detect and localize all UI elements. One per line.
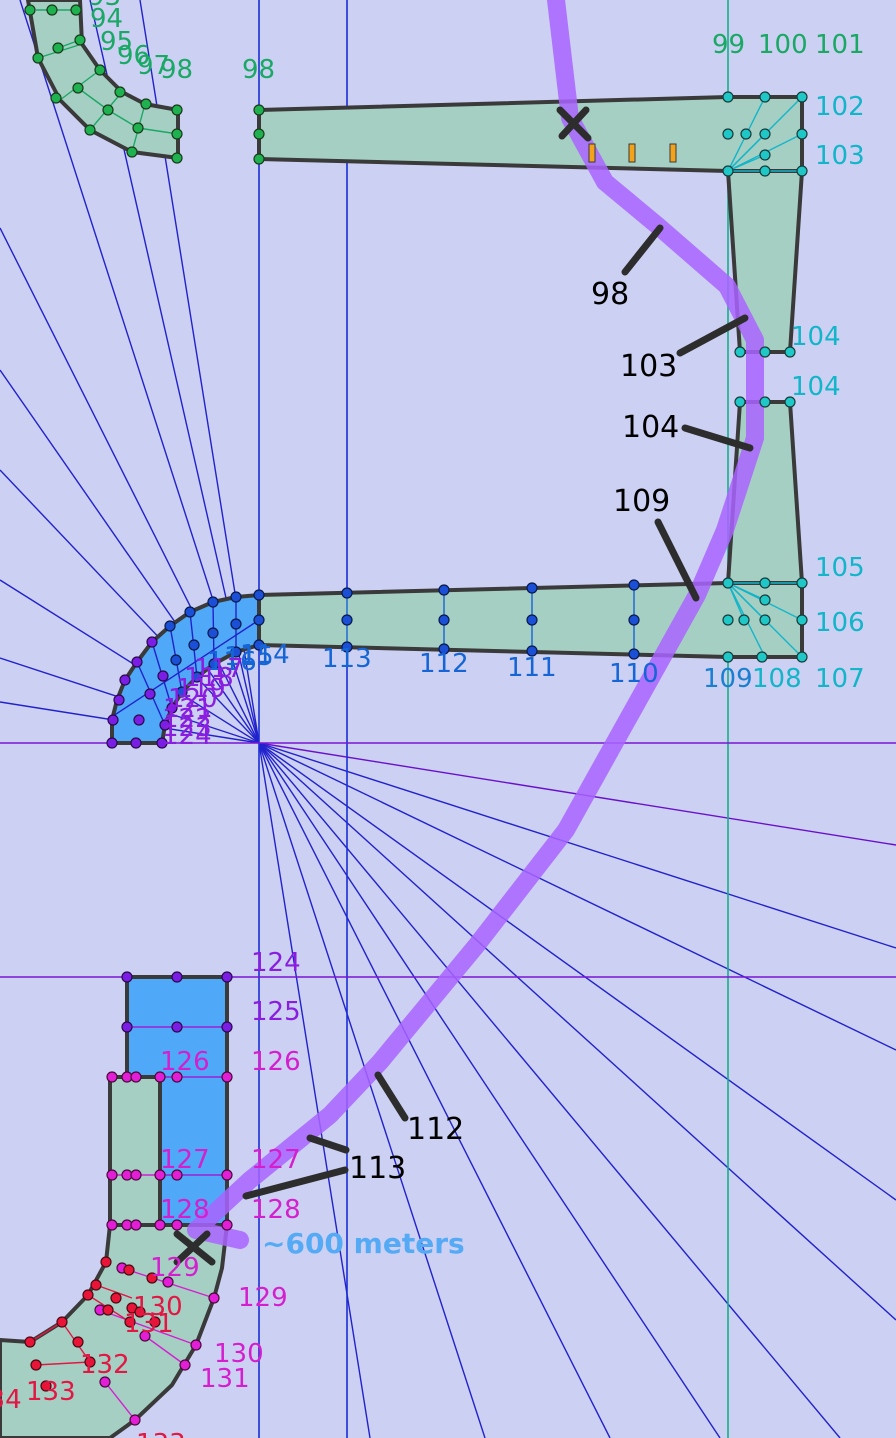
- nodes-purple: [106, 636, 233, 1033]
- node-label: 98: [160, 55, 193, 85]
- route-labels: 98 103 104 109 112 113: [349, 277, 679, 1186]
- node-label: 96: [117, 41, 150, 71]
- node-label: 102: [815, 92, 865, 122]
- distance-label: ~600 meters: [262, 1227, 465, 1260]
- node-label: 115: [224, 642, 274, 672]
- node-label: 120: [168, 684, 218, 714]
- node-label: 129: [238, 1283, 288, 1313]
- node-label: 133: [136, 1429, 186, 1438]
- nodes-blue: [164, 579, 640, 698]
- node-label: 118: [184, 663, 234, 693]
- node-label: 104: [791, 322, 841, 352]
- node-label: 116: [207, 647, 257, 677]
- route-label: 112: [407, 1112, 464, 1147]
- blue-labels: 113 112 111 110 114 115 116: [207, 640, 659, 689]
- magenta-labels: 126 126 127 127 128 128 129 129 130 131: [150, 1047, 301, 1394]
- node-label: 108: [752, 664, 802, 694]
- route-markers: [173, 106, 754, 1266]
- node-label: 110: [609, 659, 659, 689]
- top-road-segment: [257, 95, 804, 173]
- node-label: 97: [137, 51, 170, 81]
- node-label: 105: [815, 553, 865, 583]
- node-label: 122: [162, 704, 212, 734]
- node-label: 123: [162, 713, 212, 743]
- teal-labels: 102 103 104 104 105 106 107 108 109: [703, 92, 865, 694]
- node-label: 112: [419, 649, 469, 679]
- green-labels: 93 94 95 96 97 98 98 99 100 101: [88, 0, 865, 85]
- route-label: 98: [591, 277, 629, 312]
- node-label: 130: [214, 1339, 264, 1369]
- node-label: 104: [791, 372, 841, 402]
- node-label: 121: [163, 694, 213, 724]
- node-label: 133: [26, 1377, 76, 1407]
- route-path: [187, 0, 764, 1249]
- node-label: 103: [815, 141, 865, 171]
- nodes-red: [24, 1256, 161, 1392]
- node-label: 128: [160, 1195, 210, 1225]
- node-label: 132: [80, 1350, 130, 1380]
- node-label: 130: [133, 1292, 183, 1322]
- node-label: 127: [160, 1145, 210, 1175]
- node-label: 113: [322, 644, 372, 674]
- purple-labels: 117 118 119 120 121 122 123 124 124 125: [162, 654, 301, 1027]
- node-label: 124: [162, 721, 212, 751]
- node-label: 117: [194, 654, 244, 684]
- node-label: 134: [0, 1385, 22, 1415]
- node-label: 109: [703, 664, 753, 694]
- nodes-green: [24, 4, 265, 165]
- route-label: 109: [613, 484, 670, 519]
- node-label: 94: [90, 4, 123, 34]
- node-label: 114: [240, 640, 290, 670]
- route-label: 113: [349, 1151, 406, 1186]
- lower-road-teal: [108, 1075, 162, 1227]
- node-label: 111: [507, 653, 557, 683]
- node-label: 101: [815, 30, 865, 60]
- node-label: 93: [88, 0, 121, 12]
- node-label: 131: [200, 1364, 250, 1394]
- node-label: 124: [251, 948, 301, 978]
- node-label: 119: [176, 674, 226, 704]
- node-label: 98: [242, 55, 275, 85]
- route-label: 103: [620, 349, 677, 384]
- node-label: 95: [100, 27, 133, 57]
- node-label: 106: [815, 608, 865, 638]
- node-label: 128: [251, 1195, 301, 1225]
- nodes-teal: [722, 91, 808, 663]
- node-label: 107: [815, 664, 865, 694]
- route-label: 104: [622, 410, 679, 445]
- orange-markers: [588, 143, 677, 163]
- red-labels: 130 131 132 133 134 133: [0, 1292, 186, 1438]
- node-label: 100: [758, 30, 808, 60]
- node-label: 126: [160, 1047, 210, 1077]
- node-label: 127: [251, 1145, 301, 1175]
- nodes-magenta: [94, 1071, 233, 1426]
- node-label: 99: [712, 30, 745, 60]
- node-label: 125: [251, 997, 301, 1027]
- node-label: 126: [251, 1047, 301, 1077]
- node-label: 129: [150, 1253, 200, 1283]
- node-label: 131: [124, 1309, 174, 1339]
